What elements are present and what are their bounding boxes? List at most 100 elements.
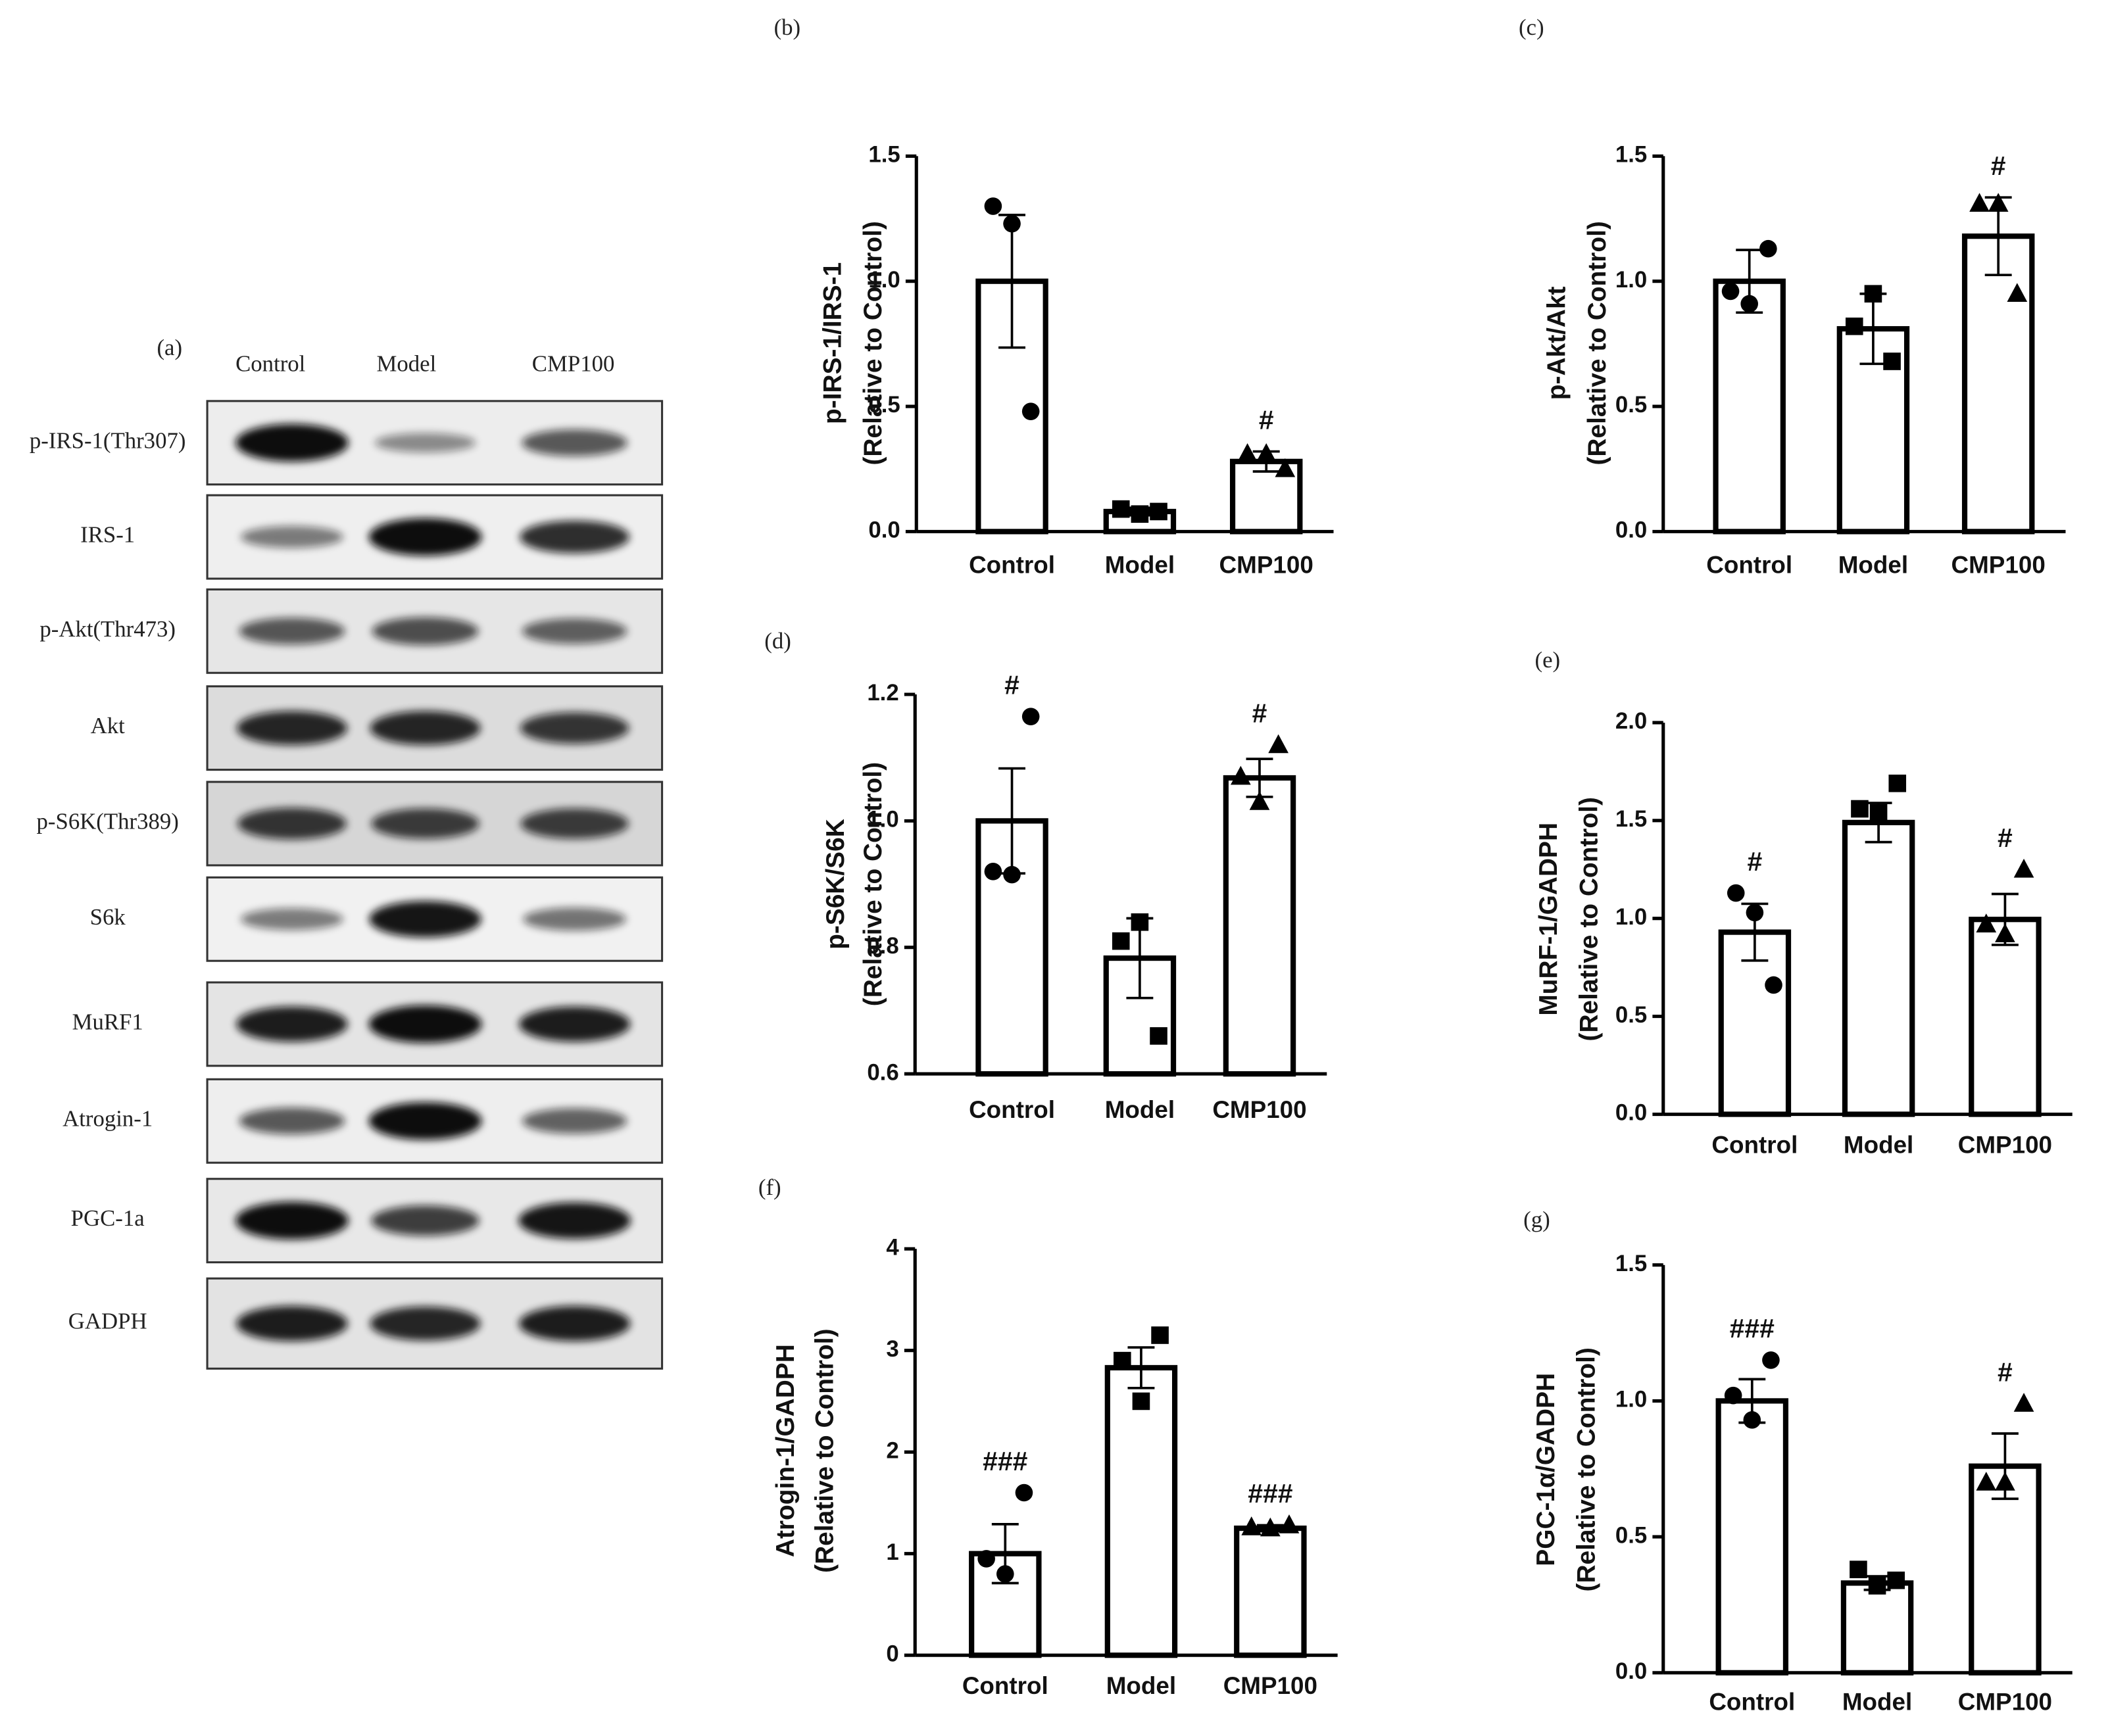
y-tick-label: 0.0 <box>868 518 900 543</box>
x-tick-label: Model <box>1838 551 1908 578</box>
data-point <box>1743 1411 1761 1429</box>
data-point <box>1260 1517 1281 1537</box>
y-axis-label: (Relative to Control) <box>1583 221 1611 465</box>
bar <box>1969 917 2042 1117</box>
blot-band <box>241 525 343 548</box>
x-tick-label: Model <box>1106 1672 1176 1699</box>
significance-marker: ### <box>1248 1478 1292 1508</box>
data-point <box>1151 1326 1169 1344</box>
data-point <box>1249 791 1270 810</box>
y-tick-label: 1.0 <box>867 808 898 832</box>
data-point <box>1112 500 1130 518</box>
data-point <box>1241 1516 1262 1535</box>
data-point <box>1015 1483 1033 1502</box>
blot-band <box>520 712 629 744</box>
y-tick-label: 0.5 <box>868 393 900 418</box>
bar <box>1104 1364 1178 1658</box>
data-point <box>1765 976 1782 994</box>
x-tick-label: Model <box>1842 1689 1912 1716</box>
significance-marker: # <box>1004 669 1019 700</box>
row-label: Atrogin-1 <box>62 1106 153 1132</box>
row-label: p-Akt(Thr473) <box>39 616 176 642</box>
data-point <box>2013 1393 2034 1412</box>
y-axis-label: Atrogin-1/GADPH <box>772 1344 800 1557</box>
data-point <box>1740 295 1758 313</box>
row-label: MuRF1 <box>72 1009 143 1034</box>
y-tick-label: 1.0 <box>1615 905 1647 930</box>
bar <box>1718 929 1792 1117</box>
blot-band <box>237 808 347 840</box>
row-label: IRS-1 <box>80 522 135 548</box>
data-point <box>984 197 1002 215</box>
blot-band <box>236 711 348 746</box>
bar <box>1715 1398 1789 1676</box>
bar <box>1103 955 1177 1077</box>
x-tick-label: CMP100 <box>1958 1689 2052 1716</box>
data-point <box>1003 214 1021 233</box>
panel-label: (a) <box>157 335 182 360</box>
data-point <box>2007 283 2028 302</box>
x-tick-label: Control <box>1709 1689 1795 1716</box>
data-point <box>1759 239 1777 258</box>
panel-label: (g) <box>1523 1207 1550 1232</box>
blot-band <box>368 1005 482 1044</box>
row-label: S6k <box>90 904 126 930</box>
data-point <box>1021 708 1040 725</box>
significance-marker: # <box>1998 1357 2013 1387</box>
blot-band <box>369 901 481 938</box>
y-tick-label: 0.0 <box>1615 1101 1647 1126</box>
x-tick-label: Control <box>969 551 1055 578</box>
error-bar <box>1127 1346 1155 1389</box>
data-point <box>1150 502 1167 521</box>
data-point <box>1746 904 1764 922</box>
row-label: PGC-1a <box>71 1205 145 1231</box>
row-label: p-IRS-1(Thr307) <box>30 427 185 453</box>
blot-band <box>518 1305 631 1341</box>
blot-band <box>239 1107 345 1135</box>
data-point <box>1845 317 1863 335</box>
panel-label: (f) <box>758 1174 781 1200</box>
y-axis-label: p-IRS-1/IRS-1 <box>819 262 847 424</box>
x-tick-label: CMP100 <box>1951 551 2046 578</box>
y-tick-label: 0.5 <box>1615 1003 1647 1028</box>
significance-marker: ### <box>983 1446 1027 1476</box>
y-tick-label: 1.2 <box>867 681 898 706</box>
blot-band <box>368 518 482 556</box>
lane-label: CMP100 <box>532 351 615 377</box>
lane-label: Control <box>235 351 305 377</box>
x-tick-label: Control <box>1711 1131 1798 1158</box>
data-point <box>1150 1027 1167 1045</box>
row-label: p-S6K(Thr389) <box>37 808 179 834</box>
bar <box>1223 775 1296 1077</box>
lane-label: Model <box>376 351 436 377</box>
data-point <box>1887 1571 1905 1589</box>
blot-band <box>368 1102 482 1140</box>
data-point <box>1869 804 1888 822</box>
panel-label: (e) <box>1535 647 1561 673</box>
y-tick-label: 1.5 <box>868 143 900 168</box>
y-tick-label: 0.5 <box>1615 393 1647 418</box>
data-point <box>1113 1351 1131 1370</box>
y-tick-label: 0.8 <box>867 934 898 959</box>
data-point <box>1256 443 1277 462</box>
data-point <box>1237 443 1258 462</box>
y-axis-label: p-Akt/Akt <box>1542 286 1571 400</box>
blot-band <box>374 433 476 453</box>
blot-band <box>239 617 345 645</box>
blot-band <box>236 1305 348 1341</box>
x-tick-label: CMP100 <box>1219 551 1313 578</box>
data-point <box>1969 193 1990 212</box>
data-point <box>1112 932 1130 950</box>
blot-band <box>236 1006 348 1042</box>
data-point <box>1003 865 1021 884</box>
panel-label: (b) <box>774 14 801 40</box>
x-tick-label: CMP100 <box>1212 1096 1306 1123</box>
y-tick-label: 0.5 <box>1615 1523 1647 1548</box>
data-point <box>977 1550 995 1568</box>
y-axis-label: MuRF-1/GADPH <box>1534 823 1563 1016</box>
blot-band <box>370 711 481 746</box>
data-point <box>1868 1577 1886 1595</box>
significance-marker: # <box>1747 846 1762 877</box>
blot-band <box>241 908 343 930</box>
